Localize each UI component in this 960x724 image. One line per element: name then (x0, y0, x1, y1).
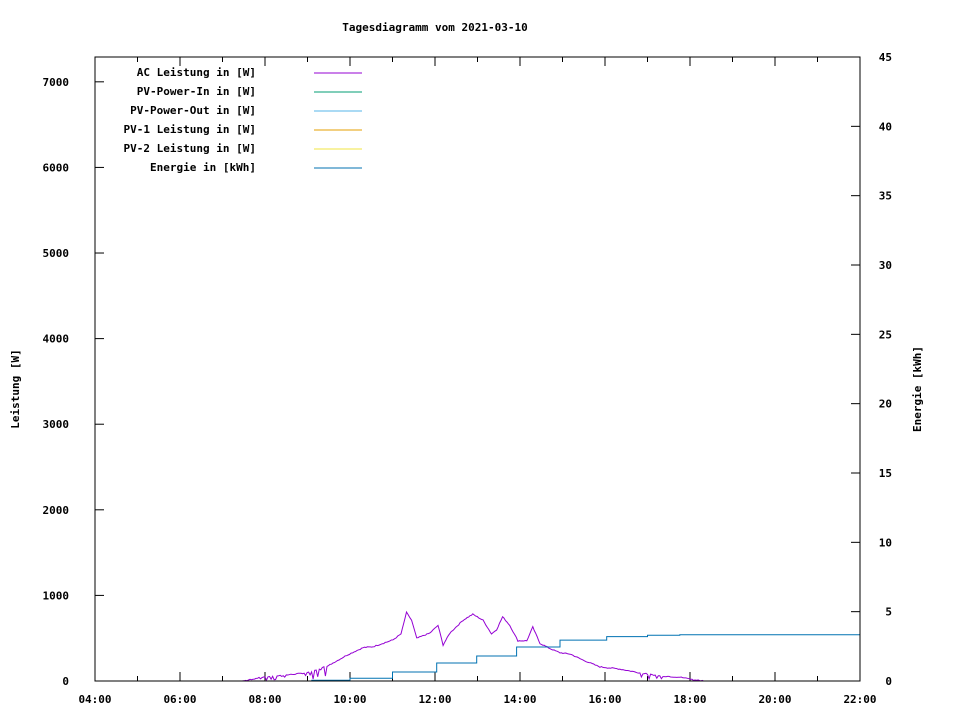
y-tick-label: 4000 (43, 333, 70, 346)
y2-tick-label: 35 (879, 190, 892, 203)
y2-tick-label: 5 (885, 606, 892, 619)
plot-border (94, 56, 861, 682)
y2-tick-label: 15 (879, 467, 892, 480)
legend-label: PV-1 Leistung in [W] (124, 123, 256, 136)
y2-tick-label: 30 (879, 259, 892, 272)
y-tick-label: 7000 (43, 76, 70, 89)
x-tick-label: 22:00 (843, 693, 876, 706)
y2-tick-label: 45 (879, 51, 892, 64)
y-tick-label: 6000 (43, 161, 70, 174)
y-axis-label: Leistung [W] (9, 349, 22, 428)
legend-label: Energie in [kWh] (150, 161, 256, 174)
x-tick-label: 14:00 (503, 693, 536, 706)
x-tick-label: 12:00 (418, 693, 451, 706)
y2-tick-label: 20 (879, 398, 892, 411)
x-tick-label: 08:00 (248, 693, 281, 706)
y-tick-label: 5000 (43, 247, 70, 260)
y-tick-label: 3000 (43, 418, 70, 431)
x-tick-label: 18:00 (673, 693, 706, 706)
series-line-0 (242, 610, 705, 682)
x-tick-label: 04:00 (78, 693, 111, 706)
chart-title: Tagesdiagramm vom 2021-03-10 (342, 21, 527, 34)
x-tick-label: 16:00 (588, 693, 621, 706)
y2-tick-label: 25 (879, 328, 892, 341)
y2-tick-label: 40 (879, 120, 892, 133)
y2-axis-label: Energie [kWh] (911, 346, 924, 432)
y2-tick-label: 0 (885, 675, 892, 688)
series-line-5 (242, 634, 861, 682)
y-tick-label: 1000 (43, 589, 70, 602)
legend-label: PV-2 Leistung in [W] (124, 142, 256, 155)
y2-tick-label: 10 (879, 536, 892, 549)
x-tick-label: 20:00 (758, 693, 791, 706)
y-tick-label: 2000 (43, 504, 70, 517)
legend-label: AC Leistung in [W] (137, 66, 256, 79)
legend: AC Leistung in [W] PV-Power-In in [W] PV-P… (124, 66, 362, 174)
x-tick-label: 06:00 (163, 693, 196, 706)
y-tick-label: 0 (62, 675, 69, 688)
legend-label: PV-Power-Out in [W] (130, 104, 256, 117)
legend-label: PV-Power-In in [W] (137, 85, 256, 98)
x-tick-label: 10:00 (333, 693, 366, 706)
